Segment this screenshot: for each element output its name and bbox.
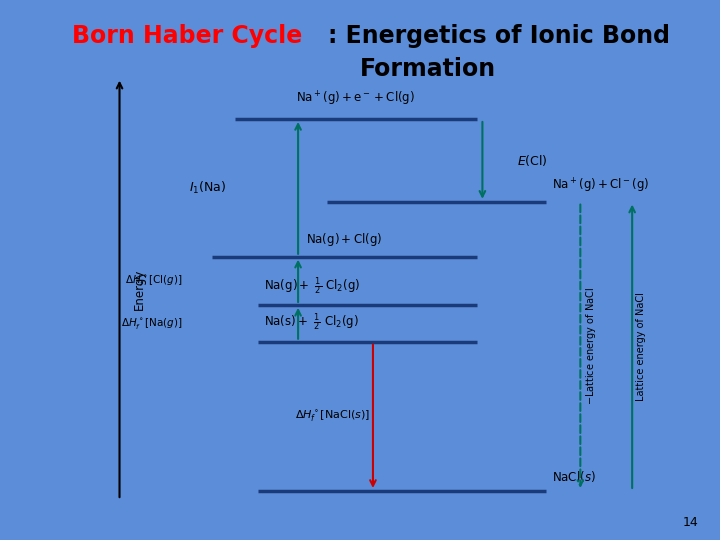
Text: $\Delta H_f^\circ[\mathrm{Cl}(g)]$: $\Delta H_f^\circ[\mathrm{Cl}(g)]$ <box>125 273 183 288</box>
Text: : Energetics of Ionic Bond: : Energetics of Ionic Bond <box>328 24 670 48</box>
Text: $\mathrm{Na(g) +\ }\frac{1}{2}\mathrm{\ Cl_2(g)}$: $\mathrm{Na(g) +\ }\frac{1}{2}\mathrm{\ … <box>264 275 360 296</box>
Text: $-$Lattice energy of NaCl: $-$Lattice energy of NaCl <box>584 287 598 406</box>
Text: Born Haber Cycle: Born Haber Cycle <box>72 24 302 48</box>
Text: Formation: Formation <box>360 57 496 80</box>
Text: $E\mathrm{(Cl)}$: $E\mathrm{(Cl)}$ <box>517 153 548 168</box>
Text: $\Delta H_f^\circ[\mathrm{Na}(g)]$: $\Delta H_f^\circ[\mathrm{Na}(g)]$ <box>122 316 183 331</box>
Text: $I_1\mathrm{(Na)}$: $I_1\mathrm{(Na)}$ <box>189 180 226 196</box>
Text: Lattice energy of NaCl: Lattice energy of NaCl <box>636 292 646 401</box>
Text: Energy: Energy <box>133 268 146 309</box>
Text: $\mathrm{Na^+(g) + e^- + Cl(g)}$: $\mathrm{Na^+(g) + e^- + Cl(g)}$ <box>296 89 415 107</box>
Text: 14: 14 <box>683 516 698 529</box>
Text: $\mathrm{NaCl}(s)$: $\mathrm{NaCl}(s)$ <box>552 469 595 484</box>
Text: $\Delta H_f^\circ[\mathrm{NaCl}(s)]$: $\Delta H_f^\circ[\mathrm{NaCl}(s)]$ <box>295 409 370 424</box>
Text: $\mathrm{Na(g) + Cl(g)}$: $\mathrm{Na(g) + Cl(g)}$ <box>306 231 382 247</box>
Text: $\mathrm{Na^+(g) + Cl^-(g)}$: $\mathrm{Na^+(g) + Cl^-(g)}$ <box>552 177 649 195</box>
Text: $\mathrm{Na(s) +\ }\frac{1}{2}\mathrm{\ Cl_2(g)}$: $\mathrm{Na(s) +\ }\frac{1}{2}\mathrm{\ … <box>264 312 359 333</box>
